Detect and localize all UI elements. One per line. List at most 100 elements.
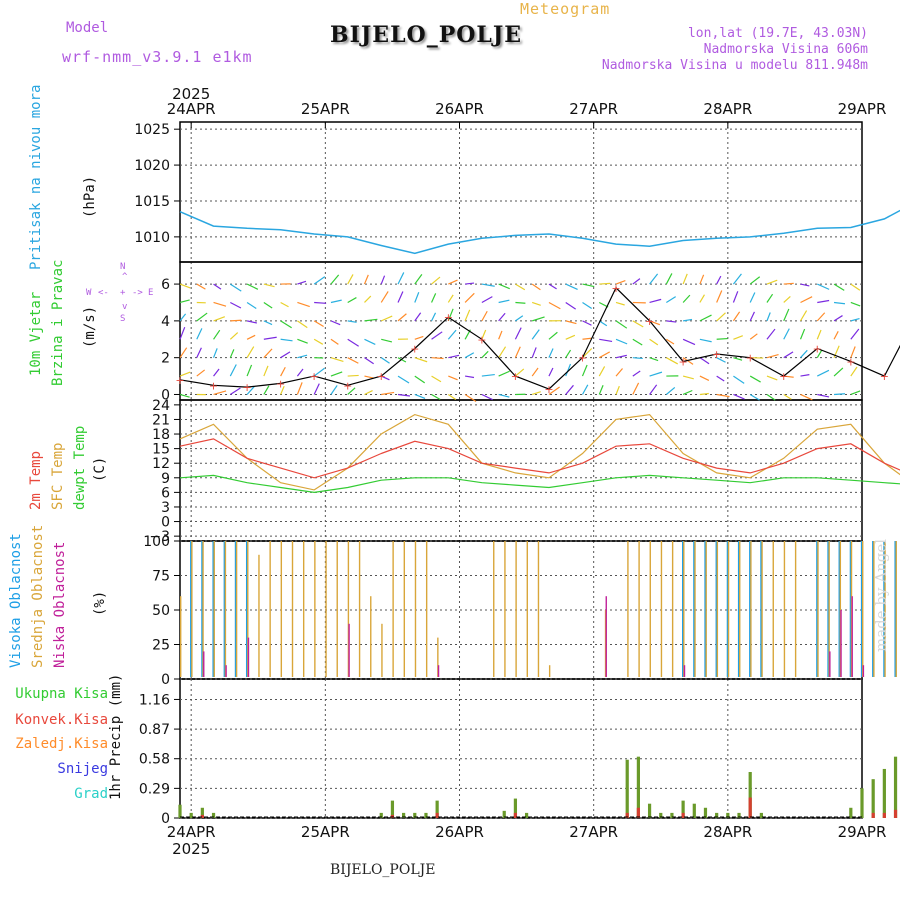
precip-total-bar	[424, 812, 428, 818]
wind-arrow	[548, 348, 554, 358]
wind-gust-marker: +	[377, 370, 386, 383]
wind-arrow	[833, 315, 843, 322]
wind-gust-marker: +	[712, 348, 721, 361]
wind-arrow	[263, 301, 273, 309]
precip-total-bar	[200, 807, 204, 818]
precip-total-bar	[625, 759, 629, 818]
wind-arrow	[179, 371, 191, 377]
wind-arrow	[297, 320, 308, 329]
wind-arrow	[397, 393, 410, 397]
panel-frame	[179, 121, 863, 263]
wind-arrow	[833, 301, 846, 305]
wind-arrow	[699, 392, 709, 396]
precip-conv-bar	[390, 814, 395, 818]
wind-gust-marker: +	[310, 370, 319, 383]
wind-arrow	[380, 357, 390, 364]
wind-arrow	[263, 348, 273, 359]
wind-arrow	[397, 375, 410, 384]
x-tick-label-top: 27APR	[569, 100, 618, 118]
wind-arrow	[515, 301, 526, 304]
wind-arrow	[213, 390, 227, 396]
model-name: wrf-nmm_v3.9.1 e1km	[62, 48, 253, 66]
wind-arrow	[799, 310, 808, 322]
precip-snow-label: Snijeg	[57, 761, 108, 777]
wind-arrow	[599, 282, 611, 285]
wind-arrow	[515, 283, 526, 291]
x-tick-label-top: 29APR	[838, 100, 887, 118]
wind-arrow	[766, 375, 778, 381]
wind-arrow	[581, 384, 589, 395]
wind-arrow	[179, 313, 187, 322]
wind-arrow	[380, 275, 386, 285]
wind-arrow	[380, 375, 390, 381]
wind-arrow	[816, 329, 822, 340]
wind-arrow	[481, 296, 493, 304]
wind-arrow	[632, 320, 644, 328]
y-tick-label: 3	[161, 500, 170, 516]
wind-arrow	[565, 320, 577, 325]
wind-arrow	[414, 357, 428, 363]
wind-arrow	[766, 293, 774, 303]
precip-total-bar	[871, 779, 875, 818]
precip-total-bar	[670, 812, 674, 818]
wind-arrow	[699, 338, 712, 343]
y-tick-label: 0	[161, 515, 170, 531]
x-tick-label-top: 25APR	[301, 100, 350, 118]
wind-arrow	[246, 364, 253, 377]
precip-total-bar	[502, 810, 506, 818]
wind-arrow	[850, 283, 861, 291]
wind-arrow	[615, 385, 620, 395]
wind-arrow	[313, 276, 326, 285]
wind-arrow	[414, 335, 424, 340]
wind-arrow	[850, 301, 861, 307]
wind-arrow	[297, 354, 308, 359]
wind-arrow	[313, 320, 324, 328]
wind-arrow	[364, 389, 373, 396]
compass-s: S	[120, 314, 126, 324]
wind-arrow	[498, 283, 510, 290]
wind-arrow	[397, 313, 407, 322]
precip-total-bar	[860, 788, 864, 818]
x-tick-label-bottom: 27APR	[569, 823, 618, 841]
wind-arrow	[330, 274, 340, 285]
y-tick-label: 6	[161, 277, 170, 293]
wind-gust-marker: +	[679, 355, 688, 368]
wind-gust-marker: +	[242, 381, 251, 394]
wind-arrow	[582, 337, 592, 340]
wind-arrow	[414, 375, 426, 384]
precip-conv-label: Konvek.Kisa	[15, 712, 108, 728]
precip-total-bar	[681, 800, 685, 818]
precip-total-bar	[435, 800, 439, 818]
wind-arrow	[447, 294, 454, 303]
precip-total-bar	[715, 812, 719, 818]
wind-arrow	[330, 338, 339, 345]
wind-arrow	[465, 282, 475, 285]
temp-2m-line	[179, 438, 900, 479]
wind-arrow	[665, 273, 673, 285]
wind-arrow	[632, 370, 641, 377]
wind-arrow	[464, 352, 475, 359]
wind-arrow	[565, 384, 574, 395]
wind-arrow	[296, 368, 304, 377]
wind-arrow	[766, 393, 776, 401]
dewpt-temp-line	[179, 474, 900, 494]
wind-arrow	[565, 334, 576, 340]
wind-arrow	[716, 290, 723, 303]
precip-total-bar	[211, 812, 216, 818]
precip-conv-bar	[871, 812, 875, 818]
wind-arrow	[313, 383, 320, 395]
y-tick-label: 1010	[134, 230, 170, 246]
wind-arrow	[347, 320, 357, 323]
wind-arrow	[296, 382, 303, 395]
wind-arrow	[347, 357, 359, 364]
precip-total-bar	[703, 807, 708, 818]
wind-arrow	[649, 338, 659, 346]
wind-gust-marker: +	[511, 370, 520, 383]
y-tick-label: 75	[152, 569, 170, 585]
wind-arrow	[280, 301, 289, 308]
wind-arrow	[682, 389, 693, 396]
wind-arrow	[548, 386, 560, 395]
precip-freezing-label: Zaledj.Kisa	[15, 736, 108, 752]
wind-gust-marker: +	[578, 352, 587, 365]
wind-arrow	[330, 320, 341, 326]
